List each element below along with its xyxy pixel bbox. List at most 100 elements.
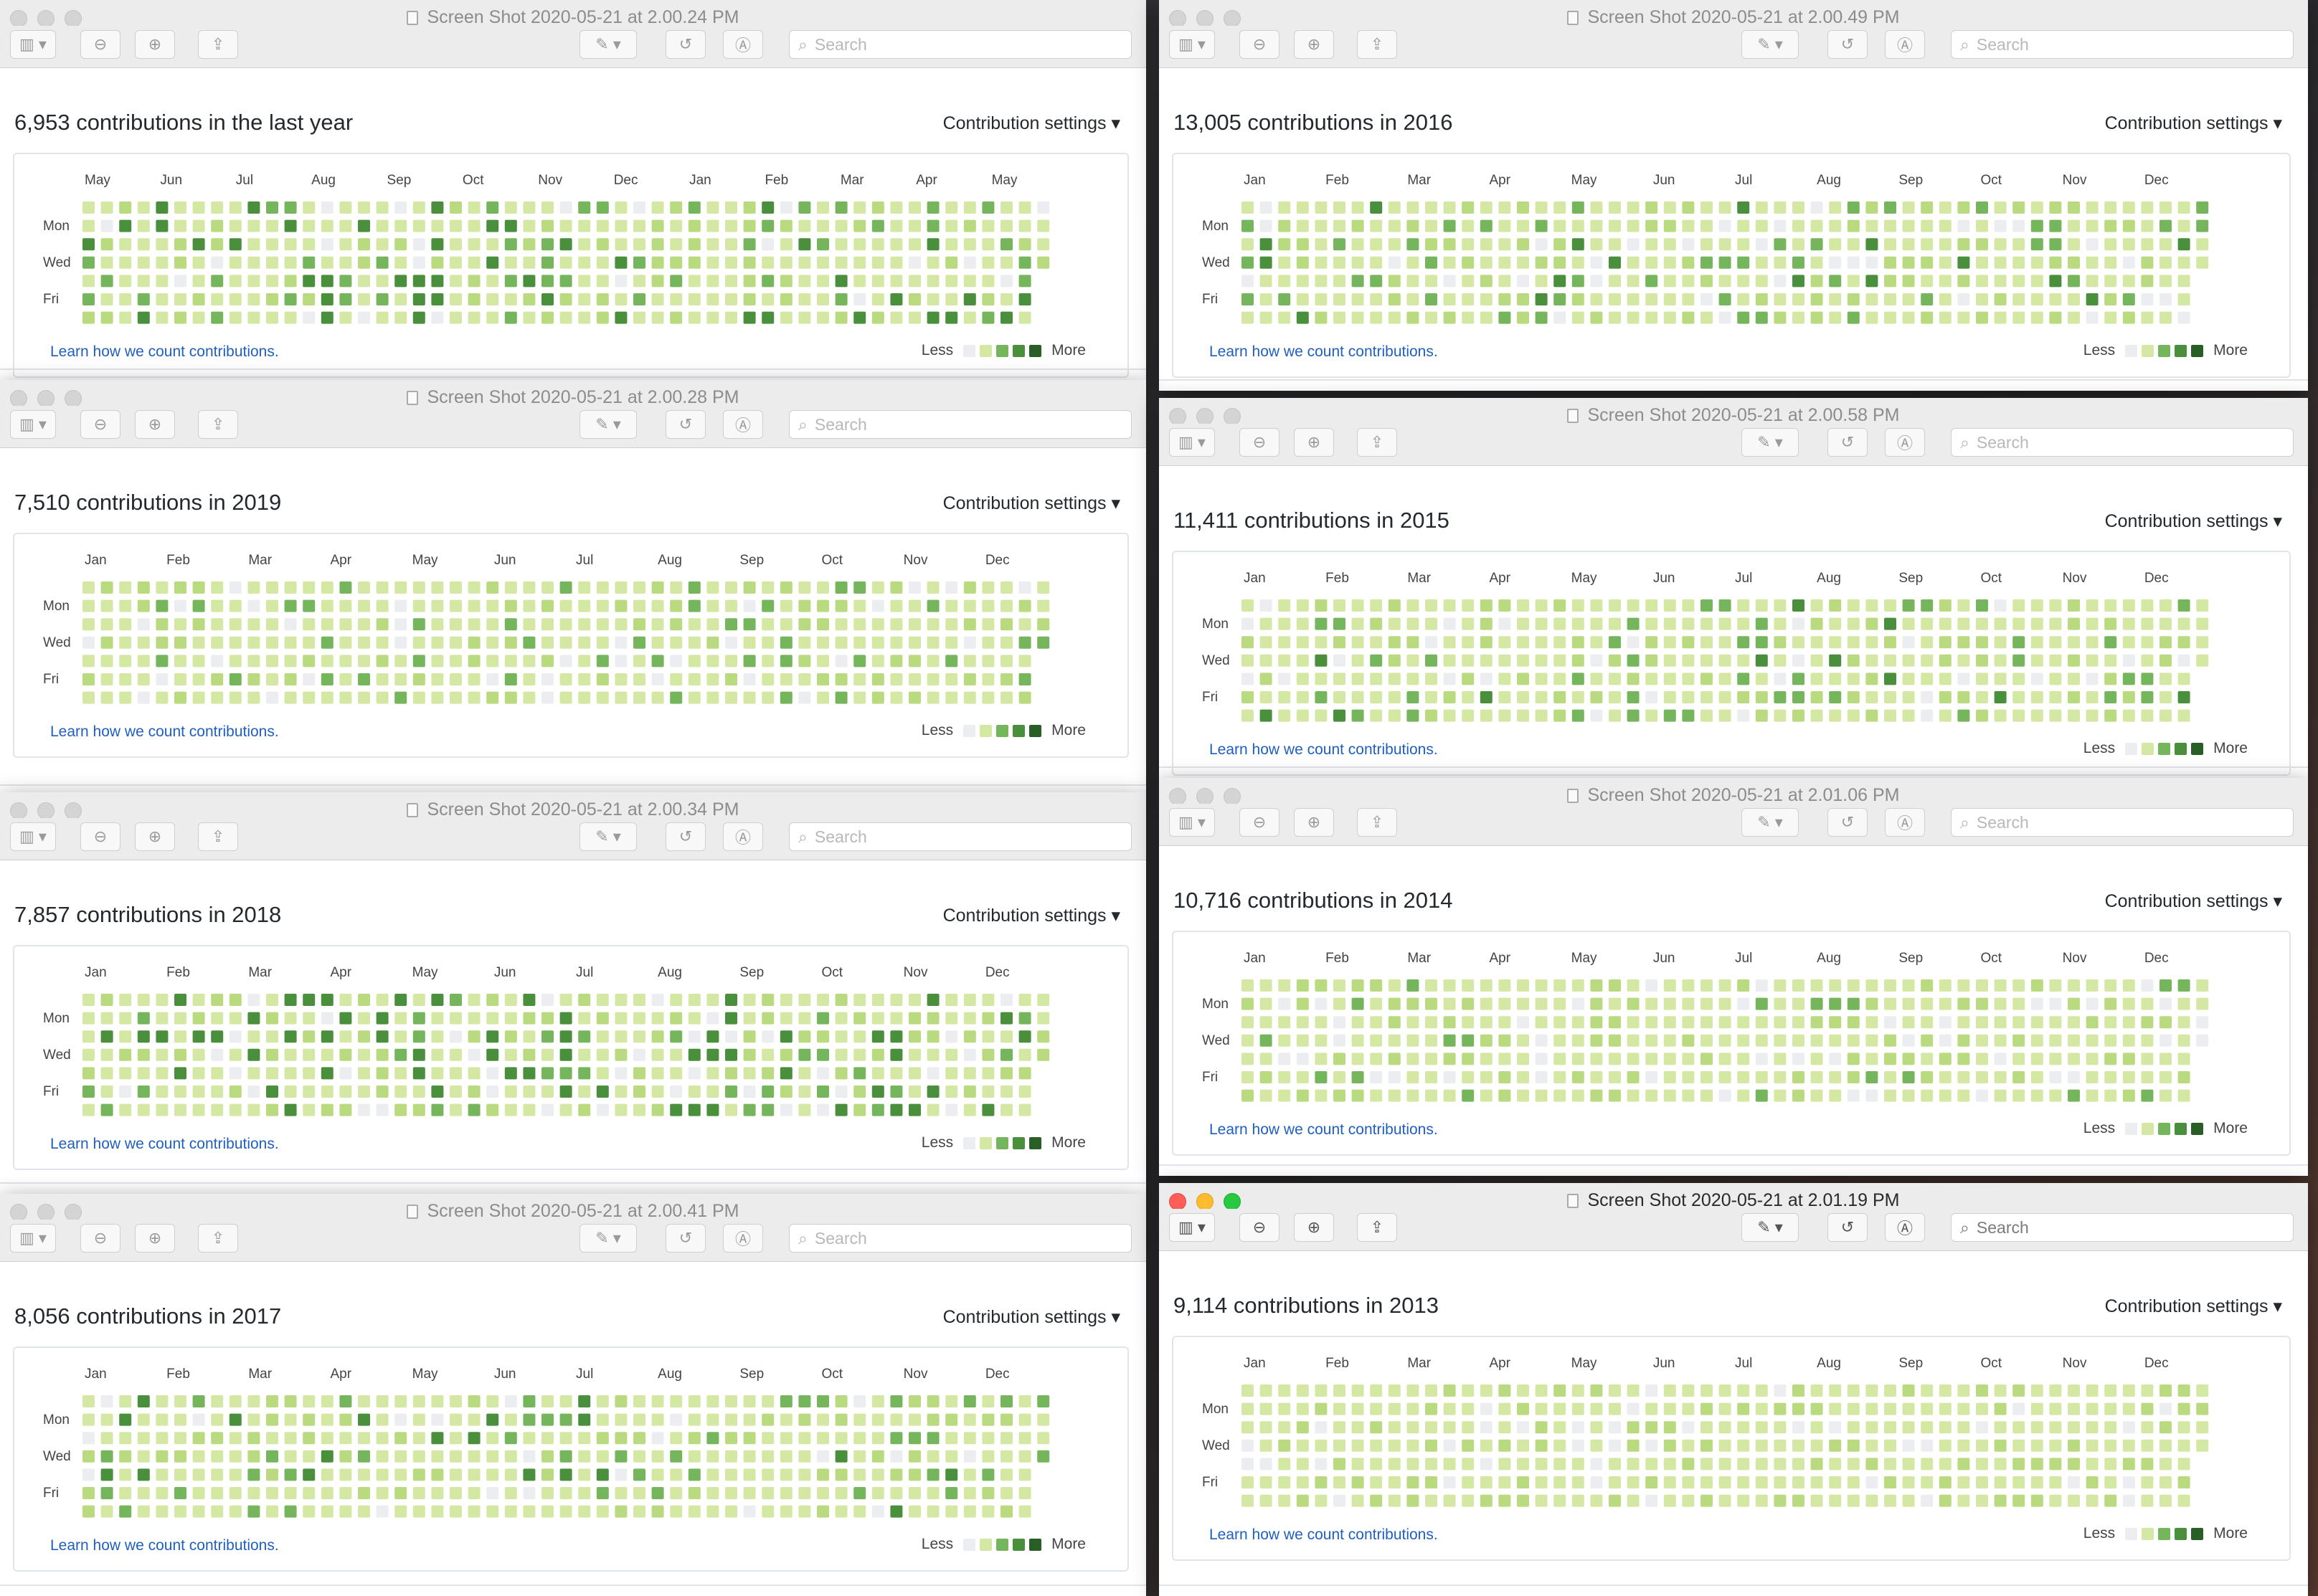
contribution-day-cell[interactable]: [1957, 691, 1970, 703]
contribution-day-cell[interactable]: [1976, 1089, 1988, 1102]
contribution-day-cell[interactable]: [412, 1048, 425, 1061]
contribution-day-cell[interactable]: [945, 1067, 958, 1080]
contribution-day-cell[interactable]: [2012, 1053, 2025, 1065]
contribution-day-cell[interactable]: [192, 1103, 205, 1116]
contribution-day-cell[interactable]: [890, 256, 903, 269]
contribution-day-cell[interactable]: [1333, 1421, 1345, 1434]
contribution-day-cell[interactable]: [982, 618, 995, 631]
contribution-day-cell[interactable]: [431, 293, 444, 305]
contribution-day-cell[interactable]: [835, 1086, 848, 1098]
contribution-day-cell[interactable]: [1774, 293, 1787, 305]
contribution-day-cell[interactable]: [1939, 1494, 1952, 1507]
contribution-day-cell[interactable]: [523, 1012, 536, 1025]
contribution-day-cell[interactable]: [871, 1048, 884, 1061]
contribution-day-cell[interactable]: [2068, 709, 2080, 722]
contribution-day-cell[interactable]: [1774, 617, 1787, 630]
contribution-day-cell[interactable]: [1902, 997, 1915, 1010]
contribution-day-cell[interactable]: [1718, 1053, 1731, 1065]
contribution-day-cell[interactable]: [2159, 1458, 2172, 1471]
contribution-day-cell[interactable]: [358, 1413, 370, 1426]
contribution-day-cell[interactable]: [1700, 1458, 1713, 1471]
contribution-day-cell[interactable]: [615, 618, 628, 631]
contribution-day-cell[interactable]: [1000, 219, 1013, 232]
contribution-day-cell[interactable]: [504, 1012, 517, 1025]
contribution-day-cell[interactable]: [1700, 1016, 1713, 1029]
contribution-day-cell[interactable]: [137, 691, 150, 704]
contribution-day-cell[interactable]: [1333, 617, 1345, 630]
contribution-day-cell[interactable]: [1037, 1048, 1050, 1061]
contribution-day-cell[interactable]: [468, 1048, 481, 1061]
contribution-day-cell[interactable]: [523, 311, 536, 324]
contribution-day-cell[interactable]: [358, 1487, 370, 1499]
contribution-day-cell[interactable]: [1315, 709, 1328, 722]
contribution-day-cell[interactable]: [1480, 238, 1492, 251]
contribution-day-cell[interactable]: [798, 618, 811, 631]
contribution-day-cell[interactable]: [2049, 599, 2062, 612]
contribution-day-cell[interactable]: [1700, 636, 1713, 649]
contribution-day-cell[interactable]: [284, 1048, 297, 1061]
contribution-day-cell[interactable]: [798, 1395, 811, 1407]
contribution-day-cell[interactable]: [596, 636, 609, 649]
contribution-day-cell[interactable]: [2086, 1476, 2099, 1488]
contribution-day-cell[interactable]: [82, 201, 95, 214]
contribution-day-cell[interactable]: [762, 1432, 775, 1445]
contribution-day-cell[interactable]: [2159, 256, 2172, 269]
contribution-day-cell[interactable]: [1351, 1071, 1364, 1083]
contribution-day-cell[interactable]: [303, 618, 316, 631]
contribution-day-cell[interactable]: [394, 655, 407, 668]
markup-toolbar-button[interactable]: Ⓐ: [1885, 808, 1925, 837]
contribution-day-cell[interactable]: [82, 1086, 95, 1098]
contribution-day-cell[interactable]: [321, 618, 333, 631]
contribution-day-cell[interactable]: [1810, 311, 1823, 324]
contribution-day-cell[interactable]: [1810, 1053, 1823, 1065]
contribution-day-cell[interactable]: [1296, 1034, 1309, 1047]
zoom-out-button[interactable]: ⊖: [80, 30, 120, 59]
contribution-day-cell[interactable]: [1755, 636, 1768, 649]
contribution-day-cell[interactable]: [762, 691, 775, 704]
contribution-day-cell[interactable]: [890, 1432, 903, 1445]
contribution-day-cell[interactable]: [1571, 1494, 1584, 1507]
contribution-day-cell[interactable]: [1018, 1468, 1031, 1481]
contribution-day-cell[interactable]: [1425, 1384, 1437, 1397]
contribution-day-cell[interactable]: [2068, 275, 2080, 288]
contribution-day-cell[interactable]: [670, 1086, 683, 1098]
contribution-day-cell[interactable]: [1700, 673, 1713, 685]
share-button[interactable]: ⇪: [1357, 1213, 1397, 1242]
contribution-day-cell[interactable]: [2068, 219, 2080, 232]
contribution-day-cell[interactable]: [523, 599, 536, 612]
contribution-day-cell[interactable]: [559, 293, 572, 305]
contribution-day-cell[interactable]: [945, 275, 958, 288]
contribution-day-cell[interactable]: [1829, 636, 1842, 649]
contribution-day-cell[interactable]: [1296, 1439, 1309, 1452]
contribution-day-cell[interactable]: [82, 691, 95, 704]
learn-contributions-link[interactable]: Learn how we count contributions.: [50, 343, 279, 360]
contribution-day-cell[interactable]: [1480, 311, 1492, 324]
contribution-day-cell[interactable]: [1370, 275, 1383, 288]
contribution-day-cell[interactable]: [468, 1487, 481, 1499]
contribution-day-cell[interactable]: [1737, 979, 1750, 992]
contribution-day-cell[interactable]: [1957, 238, 1970, 251]
contribution-day-cell[interactable]: [1517, 997, 1529, 1010]
contribution-day-cell[interactable]: [1462, 636, 1475, 649]
contribution-day-cell[interactable]: [578, 599, 591, 612]
contribution-day-cell[interactable]: [909, 1487, 921, 1499]
contribution-day-cell[interactable]: [192, 1468, 205, 1481]
contribution-day-cell[interactable]: [798, 994, 811, 1006]
contribution-day-cell[interactable]: [909, 1505, 921, 1518]
contribution-day-cell[interactable]: [284, 673, 297, 685]
contribution-day-cell[interactable]: [376, 256, 389, 269]
contribution-day-cell[interactable]: [835, 1468, 848, 1481]
contribution-day-cell[interactable]: [100, 1030, 113, 1043]
contribution-day-cell[interactable]: [1810, 636, 1823, 649]
contribution-day-cell[interactable]: [1000, 1505, 1013, 1518]
sidebar-toggle-button[interactable]: ▥ ▾: [10, 30, 56, 59]
contribution-day-cell[interactable]: [1406, 673, 1419, 685]
contribution-day-cell[interactable]: [1480, 293, 1492, 305]
contribution-day-cell[interactable]: [1939, 1421, 1952, 1434]
contribution-day-cell[interactable]: [1296, 1384, 1309, 1397]
contribution-day-cell[interactable]: [909, 1048, 921, 1061]
contribution-day-cell[interactable]: [1370, 1089, 1383, 1102]
contribution-day-cell[interactable]: [2177, 1071, 2190, 1083]
contribution-day-cell[interactable]: [100, 1086, 113, 1098]
contribution-day-cell[interactable]: [2104, 1402, 2117, 1415]
